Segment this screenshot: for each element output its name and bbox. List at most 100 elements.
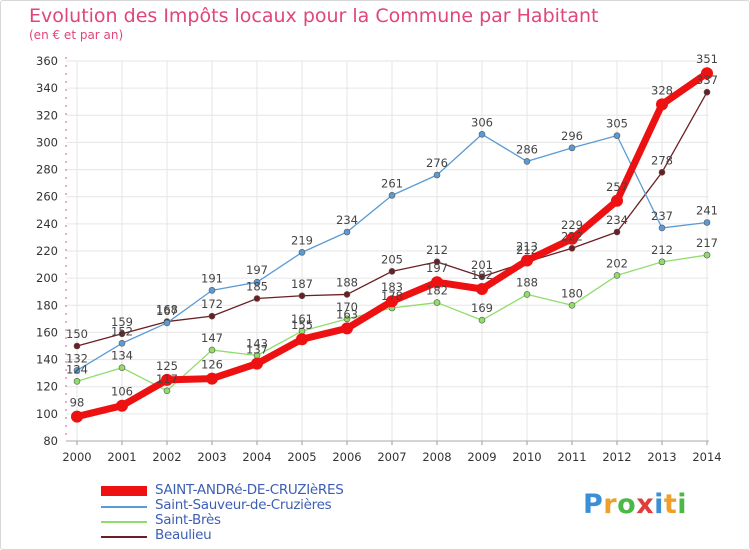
data-label: 161: [291, 312, 313, 326]
data-label: 152: [111, 324, 133, 338]
data-point: [73, 367, 81, 374]
y-tick-label: 320: [36, 108, 58, 122]
data-label: 306: [471, 115, 493, 129]
data-point: [298, 292, 306, 300]
data-label: 125: [156, 359, 178, 373]
data-point: [343, 291, 351, 298]
data-label: 185: [246, 280, 268, 294]
x-tick-label: 2014: [692, 450, 721, 464]
data-label: 202: [606, 256, 628, 270]
x-tick-label: 2013: [647, 450, 676, 464]
data-label: 201: [471, 258, 493, 272]
data-point: [521, 254, 533, 267]
data-point: [386, 295, 398, 308]
data-label: 132: [66, 351, 88, 365]
x-tick-label: 2004: [242, 450, 271, 464]
data-point: [208, 312, 216, 320]
y-tick-label: 160: [36, 325, 58, 339]
logo-letter: r: [603, 489, 618, 520]
y-tick-label: 280: [36, 163, 58, 177]
data-point: [116, 399, 128, 412]
x-tick-label: 2007: [377, 450, 406, 464]
axes: 80 100 120 140 160 180 200 220 240 260 280 300 320 34…: [36, 54, 722, 464]
y-tick-label: 220: [36, 244, 58, 258]
data-point: [701, 67, 713, 80]
y-tick-label: 360: [36, 54, 58, 68]
legend-swatch: [101, 521, 147, 523]
legend-label: Beaulieu: [155, 527, 212, 543]
data-label: 167: [156, 304, 178, 318]
data-point: [253, 295, 261, 302]
data-point: [568, 144, 576, 152]
data-point: [523, 291, 531, 298]
data-label: 229: [561, 218, 583, 232]
data-label: 337: [696, 73, 718, 87]
y-tick-label: 240: [36, 217, 58, 231]
data-point: [431, 276, 443, 289]
data-label: 213: [516, 240, 538, 254]
y-tick-label: 340: [36, 81, 58, 95]
data-label: 137: [246, 343, 268, 357]
data-point: [568, 301, 576, 309]
data-label: 212: [516, 243, 538, 257]
logo-letter: P: [583, 489, 604, 520]
data-point: [658, 224, 666, 232]
x-tick-label: 2008: [422, 450, 451, 464]
data-point: [388, 192, 396, 199]
data-label: 257: [606, 180, 628, 194]
data-point: [206, 372, 218, 385]
data-label: 134: [111, 349, 133, 363]
data-point: [478, 316, 486, 324]
data-point: [656, 98, 668, 111]
data-label: 168: [156, 303, 178, 317]
data-label: 234: [606, 213, 628, 227]
data-label: 172: [201, 297, 223, 311]
data-point: [613, 272, 621, 279]
data-point: [523, 158, 531, 165]
data-label: 124: [66, 362, 88, 376]
data-point: [118, 339, 126, 347]
y-tick-label: 120: [36, 380, 58, 394]
data-label: 305: [606, 117, 628, 131]
data-label: 219: [291, 233, 313, 247]
logo-letter: x: [636, 489, 655, 520]
x-tick-label: 2003: [197, 450, 226, 464]
data-point: [658, 258, 666, 266]
data-point: [208, 287, 216, 294]
data-point: [478, 130, 486, 138]
data-label: 159: [111, 315, 133, 329]
legend-label: SAINT-ANDRé-DE-CRUZIèRES: [155, 482, 344, 498]
data-label: 143: [246, 337, 268, 351]
data-point: [703, 251, 711, 259]
data-label: 98: [70, 396, 85, 410]
data-label: 147: [201, 331, 223, 345]
data-label: 351: [696, 52, 718, 66]
x-tick-label: 2011: [557, 450, 586, 464]
legend-label: Saint-Sauveur-de-Cruzières: [155, 497, 332, 513]
series-lines: [71, 67, 713, 423]
data-label: 150: [66, 327, 88, 341]
data-point: [388, 268, 396, 275]
data-point: [433, 171, 441, 179]
data-point: [161, 373, 173, 386]
data-point: [658, 168, 666, 176]
data-label: 212: [651, 243, 673, 257]
data-label: 217: [696, 236, 718, 250]
data-label: 212: [426, 243, 448, 257]
data-point: [163, 387, 171, 395]
y-tick-label: 260: [36, 190, 58, 204]
data-point: [703, 219, 711, 226]
data-label: 182: [426, 284, 448, 298]
x-tick-label: 2001: [107, 450, 136, 464]
data-point: [341, 322, 353, 335]
data-point: [433, 258, 441, 266]
legend-swatch: [101, 536, 147, 538]
y-tick-label: 180: [36, 298, 58, 312]
data-label: 117: [156, 372, 178, 386]
data-label: 328: [651, 83, 673, 97]
data-label: 197: [426, 261, 448, 275]
y-tick-label: 140: [36, 353, 58, 367]
proxiti-logo: Proxiti: [583, 489, 687, 520]
data-point: [208, 346, 216, 354]
